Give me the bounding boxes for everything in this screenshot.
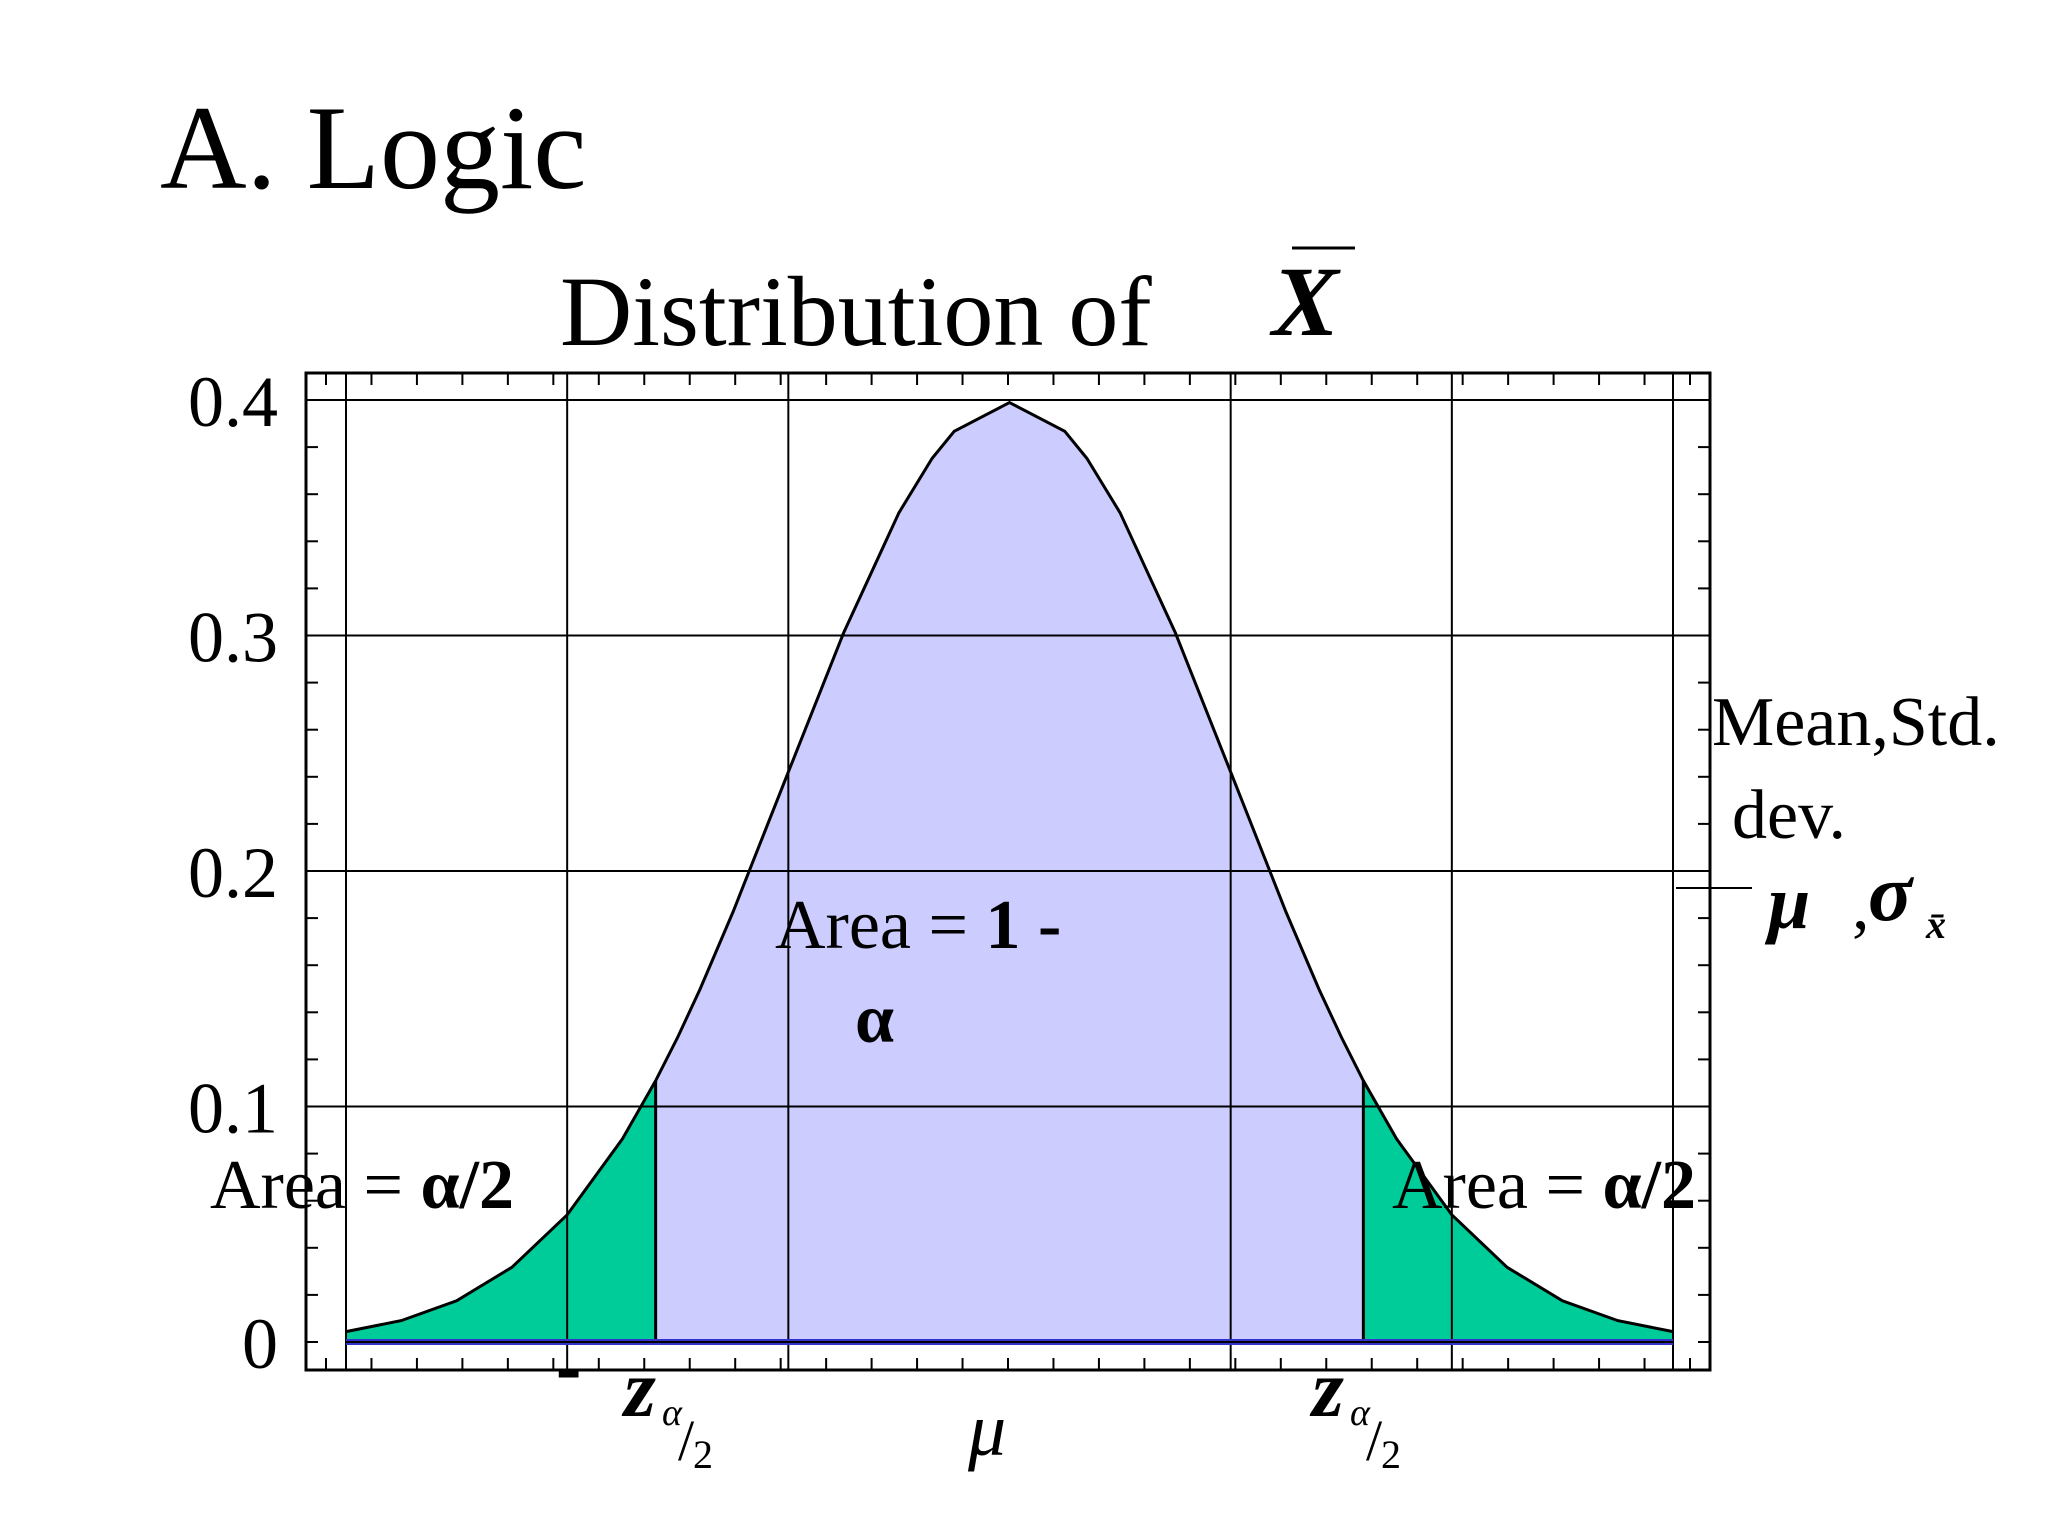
y-tick-label: 0.1 bbox=[188, 1069, 278, 1149]
x-label-left-sub-slash: / bbox=[678, 1408, 695, 1473]
y-tick-labels: 0 0.1 0.2 0.3 0.4 bbox=[188, 362, 278, 1384]
region-right-tail bbox=[1363, 1080, 1673, 1342]
region-center bbox=[655, 402, 1364, 1343]
left-area-label: Area = α/2 bbox=[210, 1147, 514, 1224]
slide-title: A. Logic bbox=[160, 81, 587, 214]
legend-line-1: Mean,Std. bbox=[1712, 684, 2000, 761]
legend-sigma-subscript: x̄ bbox=[1925, 902, 1946, 947]
center-area-value: 1 - bbox=[985, 887, 1061, 964]
x-label-left-sub-two: 2 bbox=[693, 1432, 713, 1477]
x-label-right-sub-two: 2 bbox=[1381, 1432, 1401, 1477]
left-area-prefix: Area = bbox=[210, 1147, 420, 1224]
chart-title: Distribution of bbox=[560, 256, 1152, 367]
y-tick-label: 0.3 bbox=[188, 598, 278, 678]
chart-title-symbol: X bbox=[1269, 246, 1341, 357]
x-label-right-z: z bbox=[1309, 1343, 1344, 1434]
y-tick-label: 0.2 bbox=[188, 833, 278, 913]
left-area-value: α/2 bbox=[420, 1147, 514, 1224]
x-label-left-minus: - bbox=[556, 1325, 581, 1409]
plot-area bbox=[304, 371, 1712, 1372]
right-area-prefix: Area = bbox=[1392, 1147, 1602, 1224]
center-area-alpha: α bbox=[855, 981, 894, 1058]
y-tick-label: 0 bbox=[242, 1304, 278, 1384]
right-area-label: Area = α/2 bbox=[1392, 1147, 1696, 1224]
right-area-value: α/2 bbox=[1602, 1147, 1696, 1224]
center-area-label: Area = 1 - bbox=[775, 887, 1061, 964]
legend-mu: μ bbox=[1764, 861, 1810, 945]
legend-sigma: σ bbox=[1868, 847, 1915, 938]
x-label-left-z: z bbox=[621, 1343, 656, 1434]
density-curve bbox=[345, 400, 1674, 1334]
x-label-right-sub-alpha: α bbox=[1350, 1392, 1371, 1434]
center-area-prefix: Area = bbox=[775, 887, 985, 964]
x-label-right-sub-slash: / bbox=[1366, 1408, 1383, 1473]
legend-comma: , bbox=[1852, 867, 1870, 944]
region-left-tail bbox=[346, 1080, 656, 1342]
x-label-left-sub-alpha: α bbox=[662, 1392, 683, 1434]
legend-line-2: dev. bbox=[1732, 777, 1846, 854]
y-tick-label: 0.4 bbox=[188, 362, 278, 442]
x-label-mu: μ bbox=[967, 1388, 1006, 1472]
